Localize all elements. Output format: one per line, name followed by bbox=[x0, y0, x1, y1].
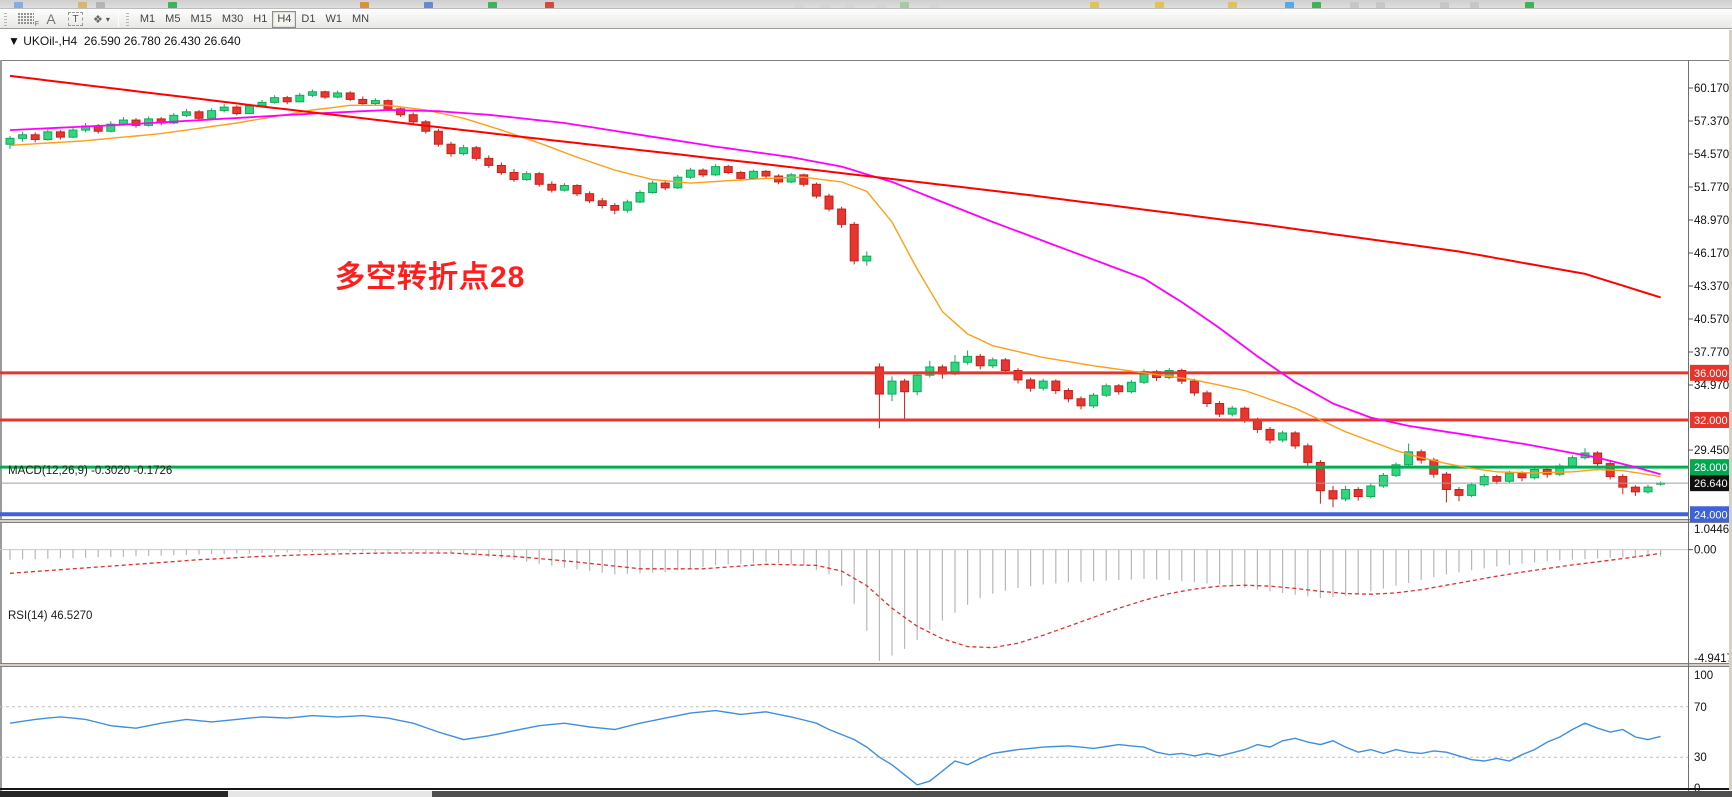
ma-mid-line bbox=[9, 109, 1661, 476]
rsi-line bbox=[9, 709, 1661, 786]
horizontal-lines-layer bbox=[0, 371, 1688, 517]
chart-canvas[interactable]: 60.170 57.370 54.570 51.770 48.970 46.170 43.3… bbox=[0, 30, 1732, 797]
price-badge-label: 26.640 bbox=[1694, 478, 1728, 490]
chart-tab[interactable] bbox=[228, 791, 432, 797]
window-edge bbox=[1729, 30, 1732, 790]
grid-properties-button[interactable]: F bbox=[13, 11, 39, 28]
price-tick-label: 60.170 bbox=[1694, 83, 1729, 95]
chart-text-annotation[interactable]: 多空转折点28 bbox=[335, 261, 526, 294]
text-box-button[interactable]: T bbox=[63, 11, 88, 28]
toolbar-icon-fragment[interactable] bbox=[488, 2, 497, 8]
price-badge-label: 24.000 bbox=[1694, 509, 1728, 521]
toolbar-icon-fragment[interactable] bbox=[930, 2, 939, 8]
timeframe-button-m15[interactable]: M15 bbox=[190, 13, 212, 25]
timeframe-button-m5[interactable]: M5 bbox=[165, 13, 181, 25]
price-tick-label: 29.450 bbox=[1694, 445, 1729, 457]
toolbar-icon-fragment[interactable] bbox=[1525, 2, 1534, 8]
timeframe-button-h4[interactable]: H4 bbox=[272, 10, 297, 28]
rsi-tick-label: 70 bbox=[1694, 702, 1707, 714]
toolbar-icon-fragment[interactable] bbox=[1376, 2, 1385, 8]
toolbar-icon-fragment[interactable] bbox=[876, 2, 885, 8]
price-tick-label: 46.170 bbox=[1694, 248, 1729, 260]
toolbar-icon-fragment[interactable] bbox=[1440, 2, 1449, 8]
toolbar-icon-fragment[interactable] bbox=[845, 2, 854, 8]
toolbar-icon-fragment[interactable] bbox=[1350, 2, 1359, 8]
timeframe-button-d1[interactable]: D1 bbox=[301, 13, 316, 25]
price-tick-label: 57.370 bbox=[1694, 116, 1729, 128]
toolbar-icon-fragment[interactable] bbox=[96, 2, 105, 8]
timeframe-button-mn[interactable]: MN bbox=[351, 13, 370, 25]
price-badge-label: 32.000 bbox=[1694, 415, 1728, 427]
price-tick-label: 51.770 bbox=[1694, 182, 1729, 194]
text-box-icon: T bbox=[68, 12, 83, 26]
macd-pane: 1.0446 0.00 -4.9417 bbox=[0, 524, 1732, 665]
toolbar-icon-fragment[interactable] bbox=[360, 2, 369, 8]
timeframe-button-m1[interactable]: M1 bbox=[139, 13, 156, 25]
price-tick-label: 37.770 bbox=[1694, 347, 1729, 359]
toolbar-grip[interactable] bbox=[4, 12, 7, 26]
price-tick-label: 43.370 bbox=[1694, 281, 1729, 293]
macd-min-label: -4.9417 bbox=[1694, 653, 1732, 665]
toolbar-icon-fragment[interactable] bbox=[1312, 2, 1321, 8]
macd-max-label: 1.0446 bbox=[1694, 524, 1729, 536]
chart-ohlc-values: 26.590 26.780 26.430 26.640 bbox=[83, 34, 241, 48]
macd-signal-line bbox=[9, 552, 1661, 649]
rsi-tick-label: 30 bbox=[1694, 752, 1707, 764]
price-tick-label: 34.970 bbox=[1694, 380, 1729, 392]
main-toolbar-cropped bbox=[0, 0, 1732, 9]
chart-tabs-strip[interactable] bbox=[0, 791, 1732, 797]
price-badge bbox=[1690, 364, 1732, 381]
price-tick-label: 54.570 bbox=[1694, 149, 1729, 161]
price-badge bbox=[1690, 475, 1732, 492]
price-badge bbox=[1690, 459, 1732, 476]
price-badge bbox=[1690, 411, 1732, 428]
price-badge-label: 28.000 bbox=[1694, 462, 1728, 474]
timeframe-button-m30[interactable]: M30 bbox=[221, 13, 244, 25]
text-label-button[interactable]: A bbox=[46, 11, 56, 27]
toolbar-icon-fragment[interactable] bbox=[795, 2, 804, 8]
timeframe-button-h1[interactable]: H1 bbox=[253, 13, 268, 25]
chart-tab[interactable] bbox=[0, 791, 228, 797]
toolbar-icon-fragment[interactable] bbox=[820, 2, 829, 8]
toolbar-icon-fragment[interactable] bbox=[14, 2, 23, 8]
toolbar-icon-fragment[interactable] bbox=[168, 2, 177, 8]
price-tick-label: 48.970 bbox=[1694, 215, 1729, 227]
window-divider bbox=[0, 788, 1732, 790]
toolbar-icon-fragment[interactable] bbox=[900, 2, 909, 8]
shapes-button[interactable]: ❖ ▾ bbox=[88, 11, 115, 28]
toolbar-icon-fragment[interactable] bbox=[545, 2, 554, 8]
macd-zero-label: 0.00 bbox=[1694, 545, 1716, 557]
toolbar-icon-fragment[interactable] bbox=[78, 2, 87, 8]
price-badge bbox=[1690, 506, 1732, 523]
ma-slow-line bbox=[9, 74, 1661, 299]
toolbar-icon-fragment[interactable] bbox=[424, 2, 433, 8]
price-axis: 60.170 57.370 54.570 51.770 48.970 46.170 43.3… bbox=[1688, 83, 1732, 523]
toolbar-icon-fragment[interactable] bbox=[1155, 2, 1164, 8]
chart-title: ▼ UKOil-,H4 26.590 26.780 26.430 26.640 bbox=[8, 34, 241, 48]
toolbar-icon-fragment[interactable] bbox=[1285, 2, 1294, 8]
toolbar-icon-fragment[interactable] bbox=[1228, 2, 1237, 8]
chart-tab[interactable] bbox=[432, 791, 1732, 797]
rsi-pane: 10070300 bbox=[0, 670, 1713, 795]
rsi-indicator-label: RSI(14) 46.5270 bbox=[8, 610, 93, 622]
dotted-grid-icon: F bbox=[18, 13, 39, 28]
chevron-down-icon: ▾ bbox=[105, 14, 110, 24]
rsi-tick-label: 100 bbox=[1694, 670, 1713, 682]
toolbar-icon-fragment[interactable] bbox=[1470, 2, 1479, 8]
secondary-toolbar: F A T ❖ ▾ M1 M5 M15 M30 H1 H4 D1 W1 MN bbox=[0, 10, 1732, 29]
price-badge-label: 36.000 bbox=[1694, 368, 1728, 380]
timeframe-button-w1[interactable]: W1 bbox=[325, 13, 342, 25]
price-tick-label: 40.570 bbox=[1694, 314, 1729, 326]
toolbar-grip[interactable] bbox=[125, 12, 129, 26]
macd-indicator-label: MACD(12,26,9) -0.3020 -0.1726 bbox=[8, 465, 173, 477]
toolbar-separator bbox=[117, 11, 119, 27]
toolbar-icon-fragment[interactable] bbox=[1090, 2, 1099, 8]
shapes-icon: ❖ bbox=[93, 13, 103, 26]
